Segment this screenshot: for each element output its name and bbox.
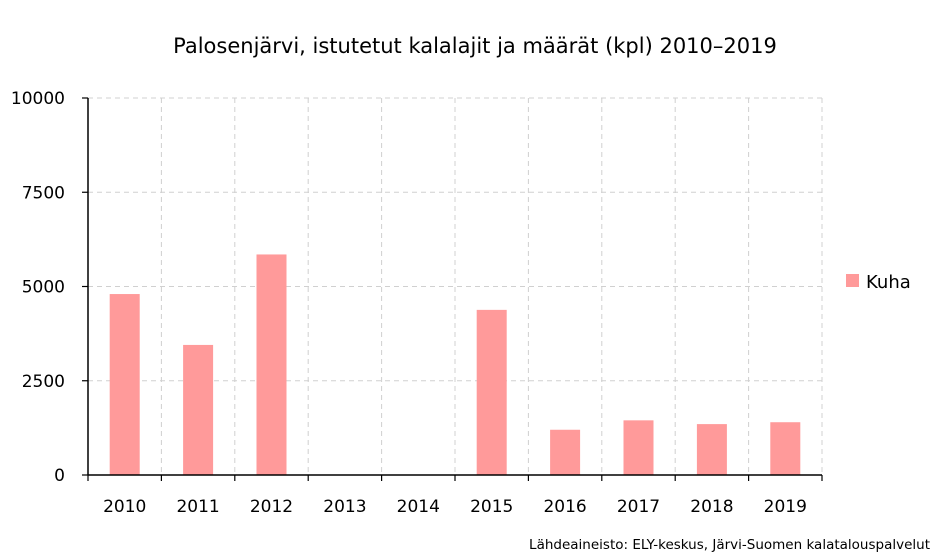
source-note: Lähdeaineisto: ELY-keskus, Järvi-Suomen … [529, 537, 930, 553]
bar-2011 [183, 344, 214, 475]
x-axis-ticks: 2010 2011 2012 2013 2014 2015 2016 2017 2018 2019 [103, 497, 807, 517]
legend-label-kuha: Kuha [866, 272, 911, 293]
bar-2019 [770, 422, 801, 475]
y-tick-label: 5000 [22, 278, 65, 298]
x-tick-label: 2012 [250, 497, 293, 517]
x-tick-label: 2014 [397, 497, 440, 517]
x-tick-label: 2011 [176, 497, 219, 517]
chart-title: Palosenjärvi, istutetut kalalajit ja mää… [173, 34, 777, 58]
bar-2017 [623, 420, 654, 475]
x-tick-label: 2015 [470, 497, 513, 517]
x-tick-label: 2017 [617, 497, 660, 517]
bars [109, 254, 801, 475]
y-tick-label: 0 [54, 466, 65, 486]
y-tick-label: 2500 [22, 372, 65, 392]
legend-swatch-kuha [846, 274, 859, 287]
y-tick-label: 10000 [11, 89, 65, 109]
x-tick-label: 2016 [543, 497, 586, 517]
bar-2016 [550, 429, 581, 475]
bar-2012 [256, 254, 287, 475]
x-tick-label: 2013 [323, 497, 366, 517]
axes [82, 97, 823, 481]
bar-2015 [476, 309, 507, 475]
x-tick-label: 2010 [103, 497, 146, 517]
legend: Kuha [846, 272, 911, 293]
x-tick-label: 2018 [690, 497, 733, 517]
bar-2010 [109, 294, 140, 475]
x-tick-label: 2019 [764, 497, 807, 517]
bar-2018 [696, 424, 727, 475]
y-tick-label: 7500 [22, 183, 65, 203]
y-axis-ticks: 0 2500 5000 7500 10000 [11, 89, 65, 486]
